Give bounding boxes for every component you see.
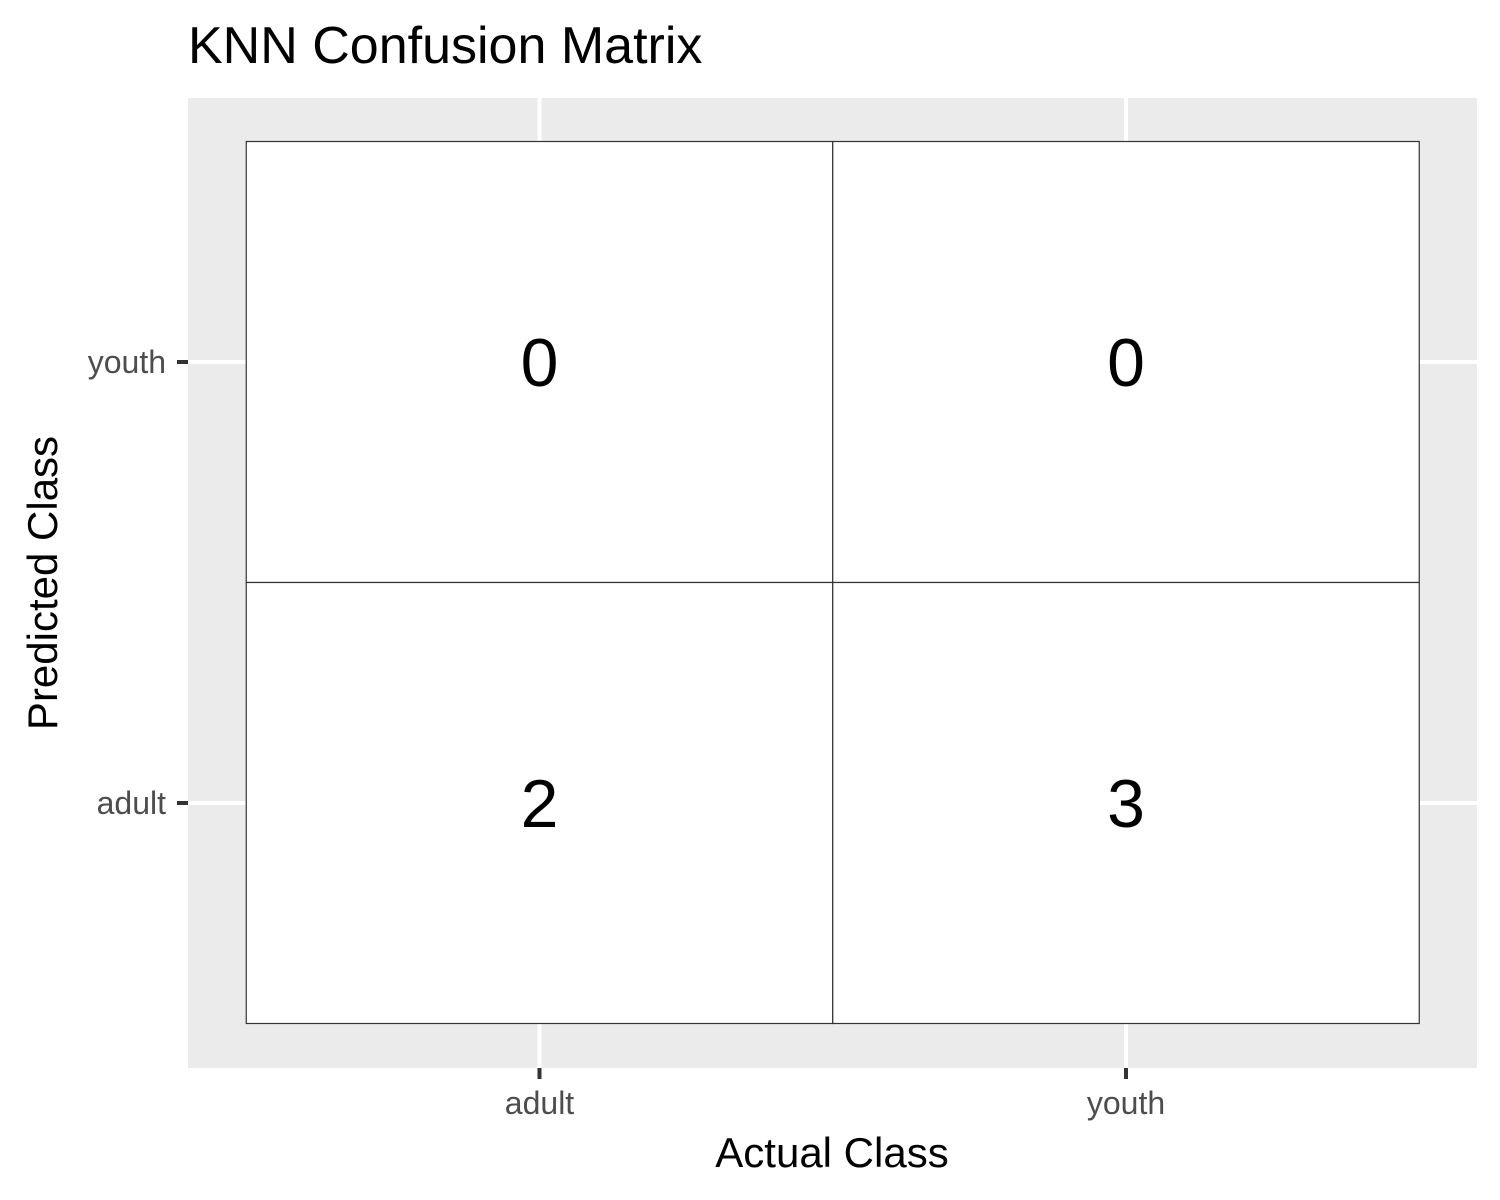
cell-value-adult-youth: 0 — [521, 325, 559, 401]
y-axis-title: Predicted Class — [19, 436, 66, 730]
tile-adult-adult — [245, 581, 834, 1025]
cell-value-youth-adult: 3 — [1107, 766, 1145, 842]
x-tick-label-adult: adult — [505, 1085, 575, 1121]
tile-youth-youth — [832, 140, 1420, 584]
x-tick-label-youth: youth — [1087, 1085, 1165, 1121]
tile-youth-adult — [832, 581, 1420, 1025]
cell-value-labels: 0 0 2 3 — [521, 325, 1145, 842]
x-axis-title: Actual Class — [715, 1129, 948, 1176]
y-tick-label-youth: youth — [88, 344, 166, 380]
y-tick-label-adult: adult — [97, 785, 167, 821]
axis-ticks: adult youth adult youth — [88, 344, 1165, 1121]
cell-value-adult-adult: 2 — [521, 766, 559, 842]
cell-value-youth-youth: 0 — [1107, 325, 1145, 401]
chart-title: KNN Confusion Matrix — [188, 17, 702, 75]
tiles — [245, 140, 1420, 1025]
